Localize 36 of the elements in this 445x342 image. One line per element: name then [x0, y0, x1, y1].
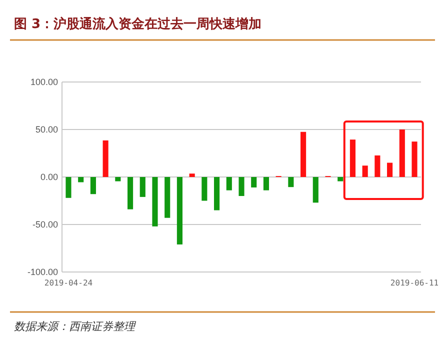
y-tick-label: -50.00	[32, 219, 58, 230]
bar	[288, 177, 294, 188]
bar	[214, 177, 220, 210]
bar	[238, 177, 244, 196]
bar	[202, 177, 208, 201]
bar	[140, 177, 146, 197]
bar	[387, 162, 393, 177]
bar	[412, 142, 418, 177]
bar	[263, 177, 269, 190]
bar	[399, 130, 405, 177]
bar	[362, 166, 368, 177]
bar	[127, 177, 134, 210]
bar	[226, 177, 232, 190]
y-tick-label: 50.00	[35, 124, 58, 134]
bar	[152, 177, 158, 226]
bar	[300, 132, 306, 177]
y-tick-label: -100.00	[27, 266, 58, 277]
bar	[312, 177, 318, 203]
bar	[115, 177, 121, 182]
bar	[350, 140, 356, 177]
x-tick-label: 2019-06-11	[390, 278, 439, 288]
bar	[338, 177, 344, 182]
bar	[251, 177, 257, 188]
bar	[66, 177, 72, 198]
bar	[189, 174, 195, 177]
y-tick-label: 100.00	[30, 76, 58, 87]
bar	[78, 177, 84, 182]
bar	[164, 177, 170, 218]
bar	[176, 177, 182, 244]
x-tick-label: 2019-04-24	[44, 278, 93, 288]
bar	[102, 140, 108, 177]
source-note: 数据来源：西南证券整理	[14, 320, 137, 333]
bar	[374, 155, 380, 177]
bar	[90, 177, 96, 194]
chart-title: 图 3：沪股通流入资金在过去一周快速增加	[14, 16, 262, 32]
y-tick-label: 0.00	[40, 172, 58, 182]
